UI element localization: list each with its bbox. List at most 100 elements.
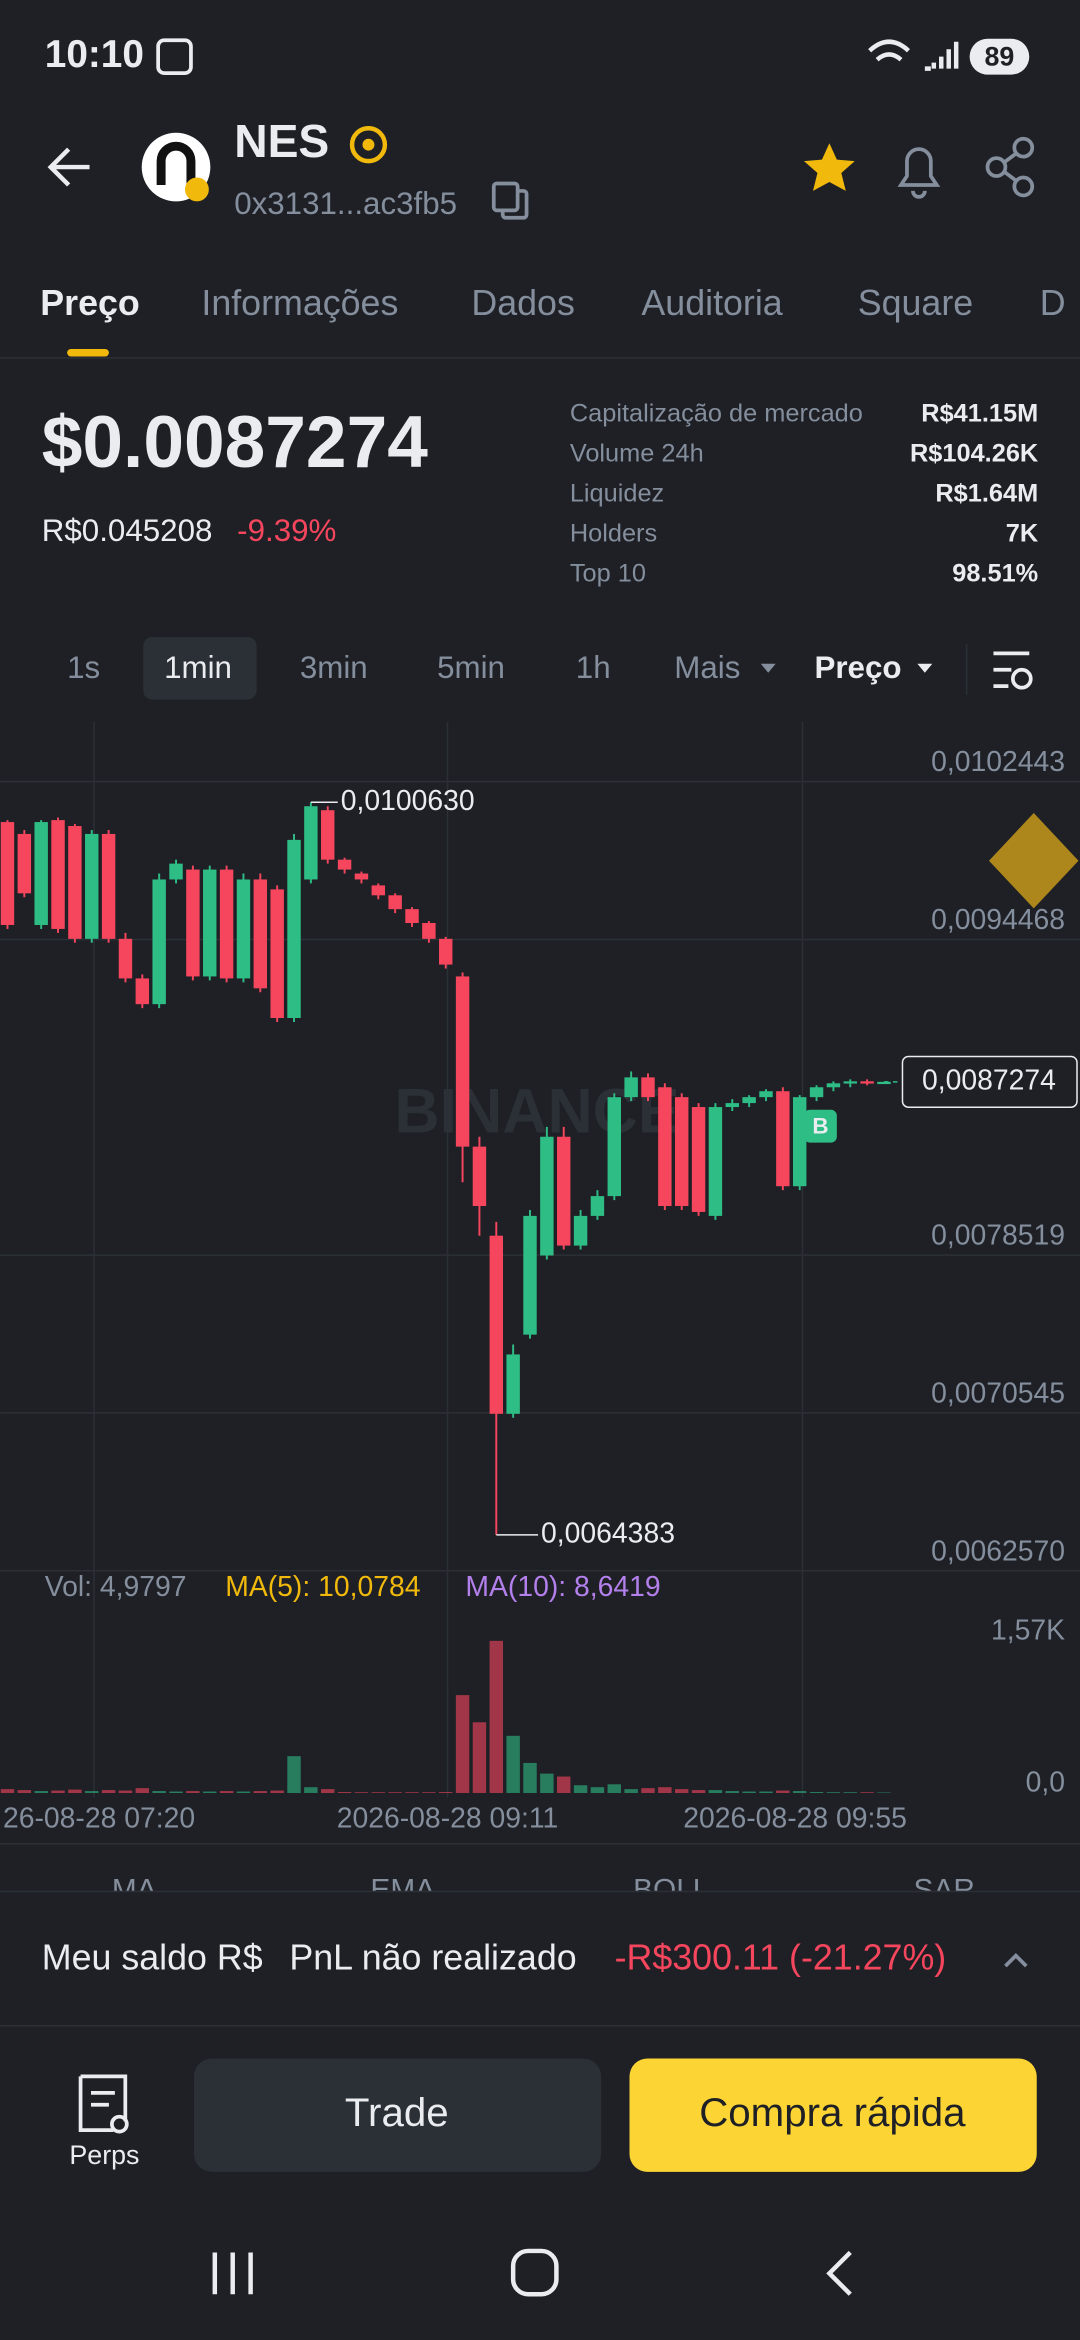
candle-body <box>169 863 183 880</box>
volume-bar <box>85 1791 99 1794</box>
volume-bar <box>489 1640 504 1794</box>
volume-bar <box>0 1789 15 1794</box>
volume-bar <box>472 1722 487 1794</box>
candle-body <box>776 1091 790 1187</box>
interval-selected <box>143 636 257 700</box>
expand-button[interactable] <box>1004 1952 1028 1968</box>
tab[interactable]: Preço <box>40 283 140 323</box>
buy-button[interactable] <box>629 2058 1037 2172</box>
interval[interactable]: 1min <box>164 650 232 685</box>
candle-body <box>422 923 436 939</box>
volume-bar <box>826 1792 841 1794</box>
volume-bar <box>287 1756 301 1794</box>
dropdown-caret <box>917 663 933 673</box>
candle-body <box>455 976 470 1147</box>
trade-label[interactable]: Trade <box>345 2090 449 2135</box>
time: 10:10 <box>45 33 144 76</box>
volume-bar <box>321 1789 335 1794</box>
candle-body <box>388 895 402 910</box>
volume-bar <box>51 1790 65 1794</box>
candle-body <box>253 879 268 989</box>
candle-body <box>860 1081 874 1084</box>
balance-label: Meu saldo R$ <box>42 1938 263 1978</box>
battery-level: 89 <box>985 41 1015 71</box>
candle-body <box>489 1235 504 1414</box>
tab[interactable]: Square <box>858 283 973 323</box>
candle-body <box>186 869 200 977</box>
alert-button[interactable] <box>897 147 941 199</box>
candle-body <box>624 1077 638 1098</box>
volume-bar <box>253 1791 268 1794</box>
candle-body <box>68 826 82 939</box>
volume-bar <box>658 1787 672 1794</box>
candle-body <box>51 820 65 929</box>
chart-settings[interactable] <box>993 651 1033 690</box>
candle-body <box>877 1081 891 1085</box>
stat-value: 7K <box>1006 519 1039 547</box>
at-icon <box>349 126 388 164</box>
low-label: 0,0064383 <box>541 1517 675 1549</box>
tab[interactable]: Auditoria <box>641 283 782 323</box>
volume-bar <box>506 1735 520 1794</box>
pnl-label: PnL não realizado <box>289 1938 576 1978</box>
favorite-button[interactable] <box>804 143 855 191</box>
interval[interactable]: Mais <box>674 650 740 685</box>
back-button[interactable] <box>47 147 90 187</box>
volume-bar <box>371 1792 386 1794</box>
volume-bar <box>203 1791 217 1794</box>
volume-legend: MA(10): 8,6419 <box>465 1571 660 1603</box>
battery <box>969 38 1030 75</box>
share-button[interactable] <box>985 136 1035 198</box>
volume-bar <box>691 1790 706 1794</box>
volume-bar <box>725 1791 739 1794</box>
trade-button[interactable] <box>193 2058 602 2172</box>
candle-body <box>287 839 301 1018</box>
candle-body <box>135 978 150 1005</box>
current-price-label: 0,0087274 <box>922 1064 1056 1096</box>
volume-bar <box>843 1792 857 1794</box>
volume-bar <box>304 1787 318 1794</box>
candle-body <box>405 909 419 924</box>
candle-body <box>118 938 133 979</box>
tab[interactable]: Informações <box>201 283 398 323</box>
volume-bar <box>540 1773 554 1794</box>
candle-body <box>641 1077 655 1098</box>
candle-body <box>557 1136 571 1246</box>
copy-button-front <box>491 181 520 213</box>
tab[interactable]: D <box>1040 283 1066 323</box>
price-brl: R$0.045208 <box>42 513 213 548</box>
y-tick-label: 0,0102443 <box>931 746 1065 778</box>
stat-value: 98.51% <box>952 559 1038 587</box>
perps-icon[interactable] <box>78 2074 129 2134</box>
volume-tick-label: 1,57K <box>991 1614 1065 1646</box>
perps-label[interactable]: Perps <box>69 2140 139 2170</box>
token-name: NES <box>234 115 329 167</box>
volume-bar <box>809 1792 824 1794</box>
volume-bar <box>17 1790 32 1794</box>
volume-bar <box>742 1791 756 1794</box>
volume-bar <box>405 1792 419 1794</box>
candle-body <box>101 833 116 939</box>
buy-label[interactable]: Compra rápida <box>699 2090 966 2135</box>
pnl-value: -R$300.11 (-21.27%) <box>615 1938 947 1978</box>
volume-bar <box>860 1792 874 1794</box>
candle-body <box>17 833 32 894</box>
candle-body <box>742 1097 756 1104</box>
volume-bar <box>422 1792 436 1794</box>
volume-bar <box>641 1788 655 1794</box>
interval[interactable]: 1s <box>67 650 100 685</box>
tab[interactable]: Dados <box>471 283 574 323</box>
price-mode[interactable]: Preço <box>814 650 901 685</box>
stat-label: Capitalização de mercado <box>570 399 863 427</box>
volume-bar <box>573 1785 588 1794</box>
dropdown-caret <box>760 663 776 673</box>
candle-body <box>321 810 335 860</box>
y-tick-label: 0,0070545 <box>931 1377 1065 1409</box>
nav-bar <box>212 2248 852 2297</box>
volume-bar <box>388 1792 402 1794</box>
interval[interactable]: 1h <box>576 650 611 685</box>
interval[interactable]: 5min <box>437 650 505 685</box>
interval[interactable]: 3min <box>300 650 368 685</box>
candle-body <box>674 1097 689 1207</box>
